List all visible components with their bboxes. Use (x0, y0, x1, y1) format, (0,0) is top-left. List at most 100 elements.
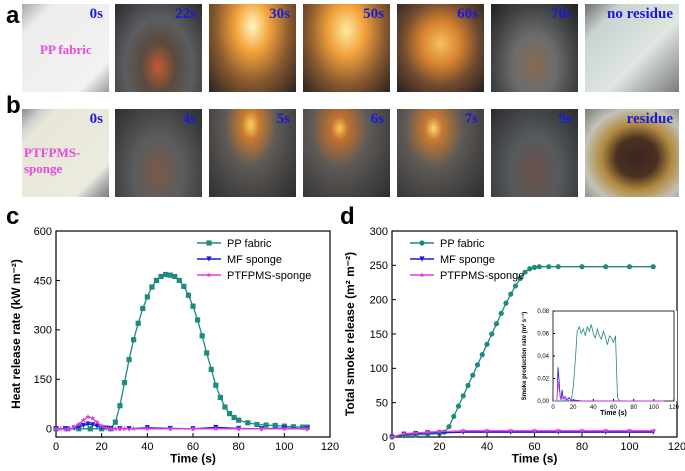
data-point (213, 425, 219, 432)
data-point (131, 337, 137, 343)
c-series-ptfpms-sponge (53, 414, 310, 432)
photo-ptfpms-residue: residue (585, 109, 679, 197)
legend-label: MF sponge (227, 254, 282, 266)
inset-x-tick-label: 80 (630, 405, 637, 411)
c-x-tick-label: 60 (187, 441, 199, 453)
time-label: residue (626, 111, 673, 127)
data-point (531, 428, 538, 434)
inset-y-tick-label: 0.08 (537, 309, 549, 315)
inset-background (553, 311, 677, 401)
legend-label: PP fabric (227, 238, 272, 250)
d-x-tick-label: 0 (389, 441, 395, 453)
data-point (190, 425, 196, 432)
legend-entry: PP fabric (197, 238, 272, 250)
panel-letter-d: d (340, 203, 355, 230)
d-y-axis-label: Total smoke release (m² m⁻²) (343, 252, 357, 416)
sample-label-ptfpms: PTFPMS-sponge (24, 145, 81, 176)
data-point (531, 264, 538, 270)
data-point (236, 417, 242, 423)
data-point (300, 424, 306, 430)
data-point (57, 425, 64, 432)
photo-pp-50s: 50s (303, 4, 390, 92)
inset-x-axis-label: Time (s) (600, 410, 627, 417)
inset-x-tick-label: 20 (570, 405, 577, 411)
photo-pp-70s: 70s (491, 4, 578, 92)
legend-marker (419, 256, 425, 262)
d-x-tick-label: 20 (433, 441, 445, 453)
time-label: 9s (558, 111, 572, 127)
c-x-tick-label: 40 (141, 441, 153, 453)
data-point (87, 426, 93, 432)
data-point (94, 423, 100, 429)
c-y-tick-label: 0 (46, 424, 52, 436)
d-x-axis-label: Time (s) (512, 451, 558, 465)
data-point (204, 350, 210, 356)
data-point (474, 362, 481, 368)
time-label: 5s (276, 111, 290, 127)
data-point (217, 394, 223, 401)
inset-x-tick-label: 60 (610, 405, 617, 411)
data-point (85, 421, 91, 427)
data-point (67, 425, 73, 432)
inset-x-tick-label: 0 (551, 405, 555, 411)
data-point (103, 425, 109, 431)
data-point (555, 428, 561, 434)
legend-entry: MF sponge (410, 254, 495, 266)
data-point (89, 415, 96, 421)
data-point (245, 420, 251, 426)
inset-series-pp-fabric (553, 324, 664, 402)
series-line (391, 430, 654, 438)
time-label: 22s (175, 6, 196, 22)
data-point (149, 284, 155, 290)
data-point (80, 422, 86, 429)
data-point (80, 417, 87, 423)
photo-ptfpms-0s: 0s PTFPMS-sponge (22, 109, 109, 197)
legend-marker (419, 240, 425, 246)
sample-label-pp: PP fabric (40, 42, 92, 57)
data-point (185, 292, 192, 298)
c-x-tick-label: 120 (321, 441, 339, 453)
legend-marker (206, 256, 212, 262)
data-point (626, 264, 633, 270)
data-point (460, 393, 466, 399)
photo-pp-fabric-0s: 0s PP fabric (22, 4, 109, 92)
data-point (455, 403, 462, 409)
d-series-ptfpms-sponge (389, 428, 656, 440)
d-x-tick-label: 60 (528, 441, 540, 453)
photo-ptfpms-7s: 7s (397, 109, 484, 197)
inset-y-tick-label: 0.04 (537, 354, 549, 360)
data-point (517, 275, 523, 281)
c-x-axis-label: Time (s) (170, 451, 216, 465)
data-point (98, 423, 105, 429)
data-point (603, 264, 609, 270)
d-y-tick-label: 0 (382, 432, 388, 444)
data-point (222, 404, 228, 410)
data-point (121, 425, 128, 432)
data-point (117, 425, 123, 432)
data-point (401, 430, 407, 436)
data-point (503, 300, 509, 306)
inset-series-ptfpms-sponge (553, 380, 664, 402)
data-point (71, 424, 77, 430)
data-point (484, 428, 490, 434)
photo-pp-no-residue: no residue (585, 4, 679, 92)
data-point (112, 425, 119, 432)
time-label: 30s (269, 6, 290, 22)
data-point (451, 413, 457, 419)
data-point (436, 428, 443, 434)
inset-y-axis-label: Smoke production rate (m² s⁻¹) (521, 312, 528, 401)
data-point (650, 264, 656, 270)
data-point (424, 429, 431, 435)
data-point (112, 419, 118, 425)
data-point (536, 264, 542, 270)
series-line (391, 431, 654, 438)
legend-label: PTFPMS-sponge (227, 270, 311, 282)
data-point (508, 428, 514, 434)
d-y-tick-label: 100 (370, 363, 388, 375)
time-label: 0s (89, 6, 103, 22)
data-point (190, 303, 196, 309)
data-point (626, 428, 633, 434)
photo-pp-30s: 30s (209, 4, 296, 92)
data-point (94, 419, 100, 425)
